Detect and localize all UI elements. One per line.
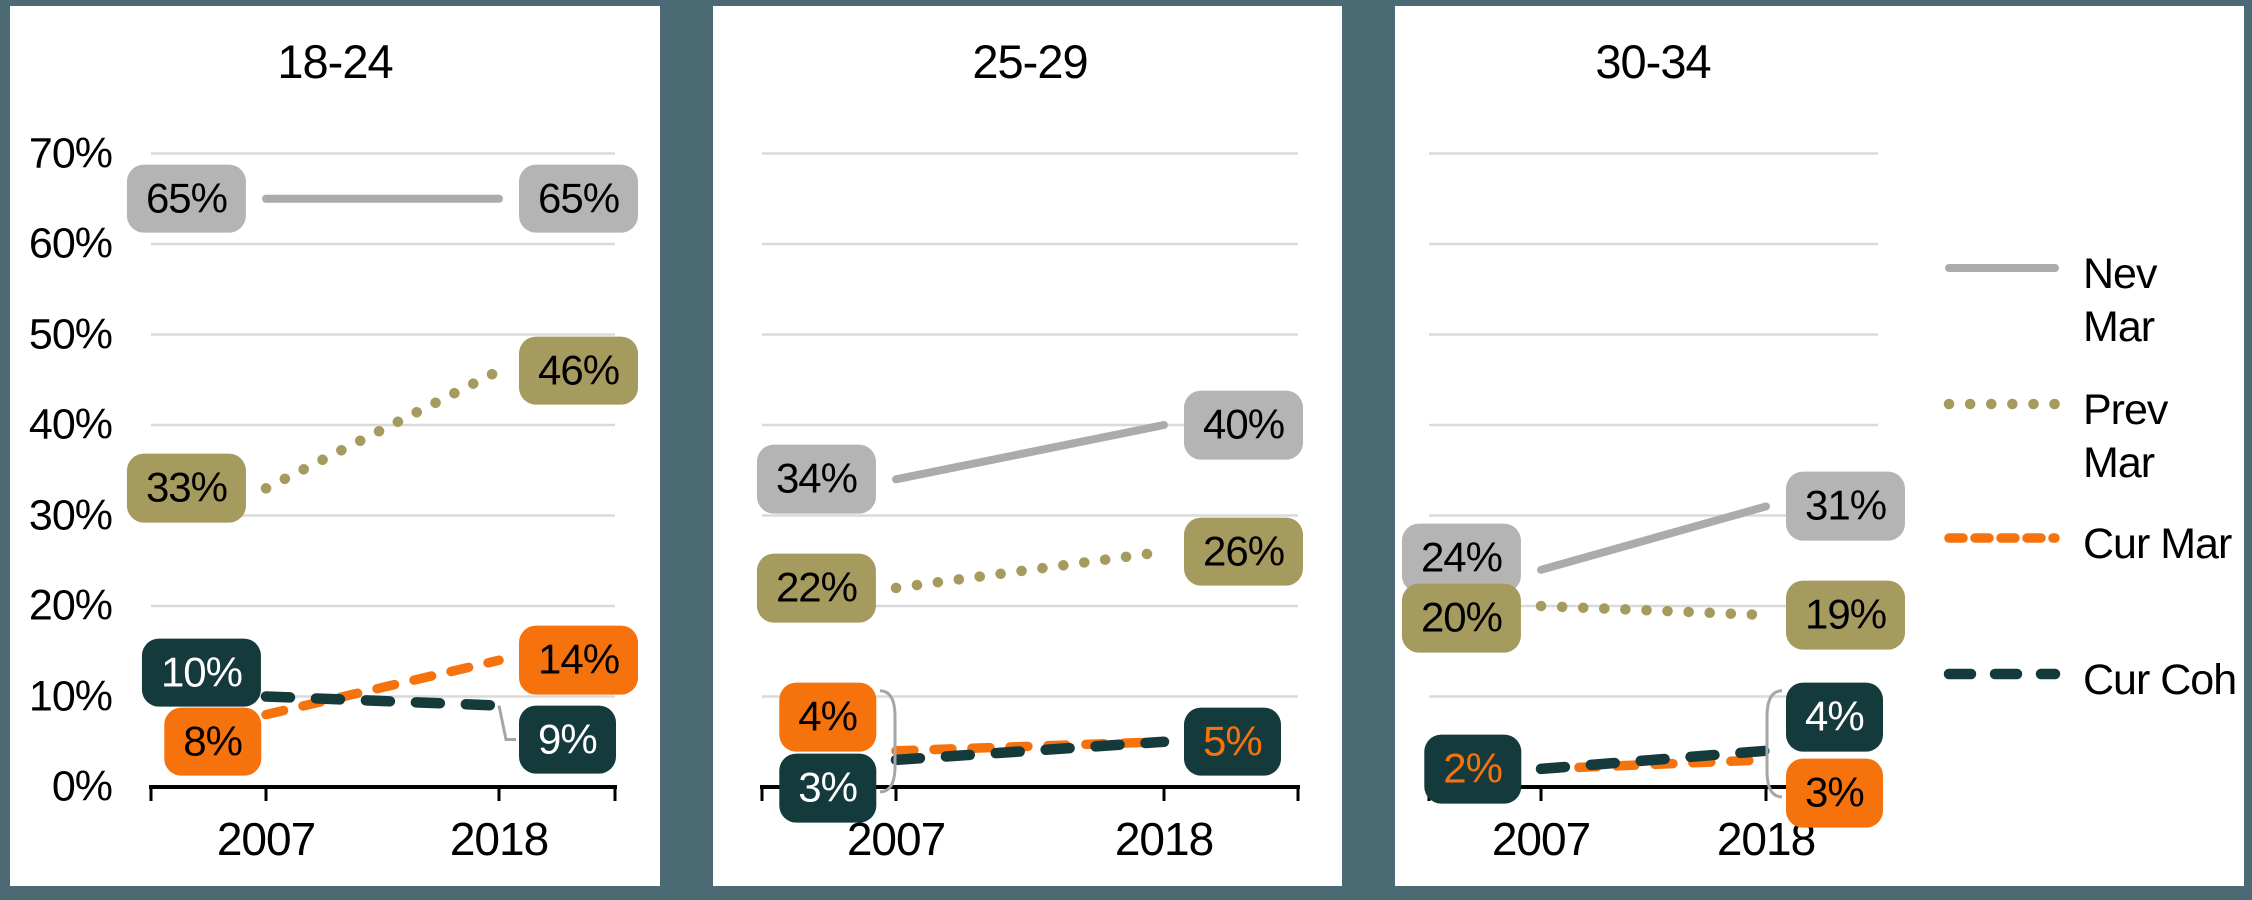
legend-swatch-nev-mar-icon (1945, 264, 2059, 272)
y-axis-tick-label: 40% (28, 400, 113, 449)
x-axis-tick-label: 2018 (449, 813, 549, 865)
legend-label: Nev Mar (2083, 250, 2157, 351)
y-axis-tick-label: 0% (51, 762, 113, 811)
legend-label: Cur Mar (2083, 520, 2232, 568)
y-axis-tick-label: 30% (28, 491, 113, 539)
panel-title: 25-29 (972, 35, 1088, 88)
panel-title: 30-34 (1595, 35, 1711, 88)
y-axis-tick-label: 10% (28, 672, 113, 720)
data-label: 8% (164, 707, 261, 776)
panel-title: 18-24 (277, 35, 393, 88)
legend-swatch-cur-coh-icon (1943, 668, 2061, 680)
data-label: 26% (1184, 517, 1304, 587)
legend-item-prev-mar: Prev Mar (1943, 384, 2213, 490)
data-label: 34% (756, 444, 876, 514)
data-label: 10% (141, 638, 261, 707)
x-axis-tick-label: 2007 (1491, 813, 1591, 865)
data-label: 20% (1401, 583, 1521, 653)
y-axis-tick-label: 60% (28, 219, 113, 268)
data-label: 22% (756, 553, 876, 623)
data-label: 4% (1786, 682, 1883, 752)
legend-label: Prev Mar (2083, 386, 2168, 487)
data-label: 3% (1786, 758, 1883, 828)
data-label: 65% (126, 164, 246, 234)
data-label: 31% (1786, 472, 1906, 541)
panel-divider-2 (1342, 6, 1395, 886)
y-axis-tick-label: 70% (28, 129, 113, 177)
y-axis-tick-label: 50% (28, 310, 113, 358)
data-label: 4% (779, 682, 876, 752)
data-label: 3% (779, 753, 876, 823)
y-axis-tick-label: 20% (28, 581, 113, 630)
data-label: 40% (1184, 390, 1304, 460)
legend-item-cur-mar: Cur Mar (1943, 518, 2232, 571)
panel-divider-1 (660, 6, 713, 886)
data-label: 46% (519, 336, 639, 406)
data-label: 9% (519, 705, 616, 774)
data-label: 19% (1786, 580, 1906, 650)
data-label: 14% (519, 625, 639, 695)
data-label: 2% (1424, 734, 1521, 804)
legend-label: Cur Coh (2083, 656, 2237, 704)
legend-item-nev-mar: Nev Mar (1943, 248, 2213, 354)
legend-swatch-cur-mar-icon (1944, 533, 2060, 543)
data-label: 24% (1401, 523, 1521, 593)
x-axis-tick-label: 2018 (1114, 813, 1214, 865)
data-label: 65% (519, 164, 639, 234)
data-label: 33% (126, 453, 246, 523)
data-label: 5% (1184, 707, 1281, 777)
legend-swatch-prev-mar-icon (1943, 398, 2061, 410)
x-axis-tick-label: 2007 (216, 813, 316, 865)
legend-item-cur-coh: Cur Coh (1943, 654, 2237, 707)
